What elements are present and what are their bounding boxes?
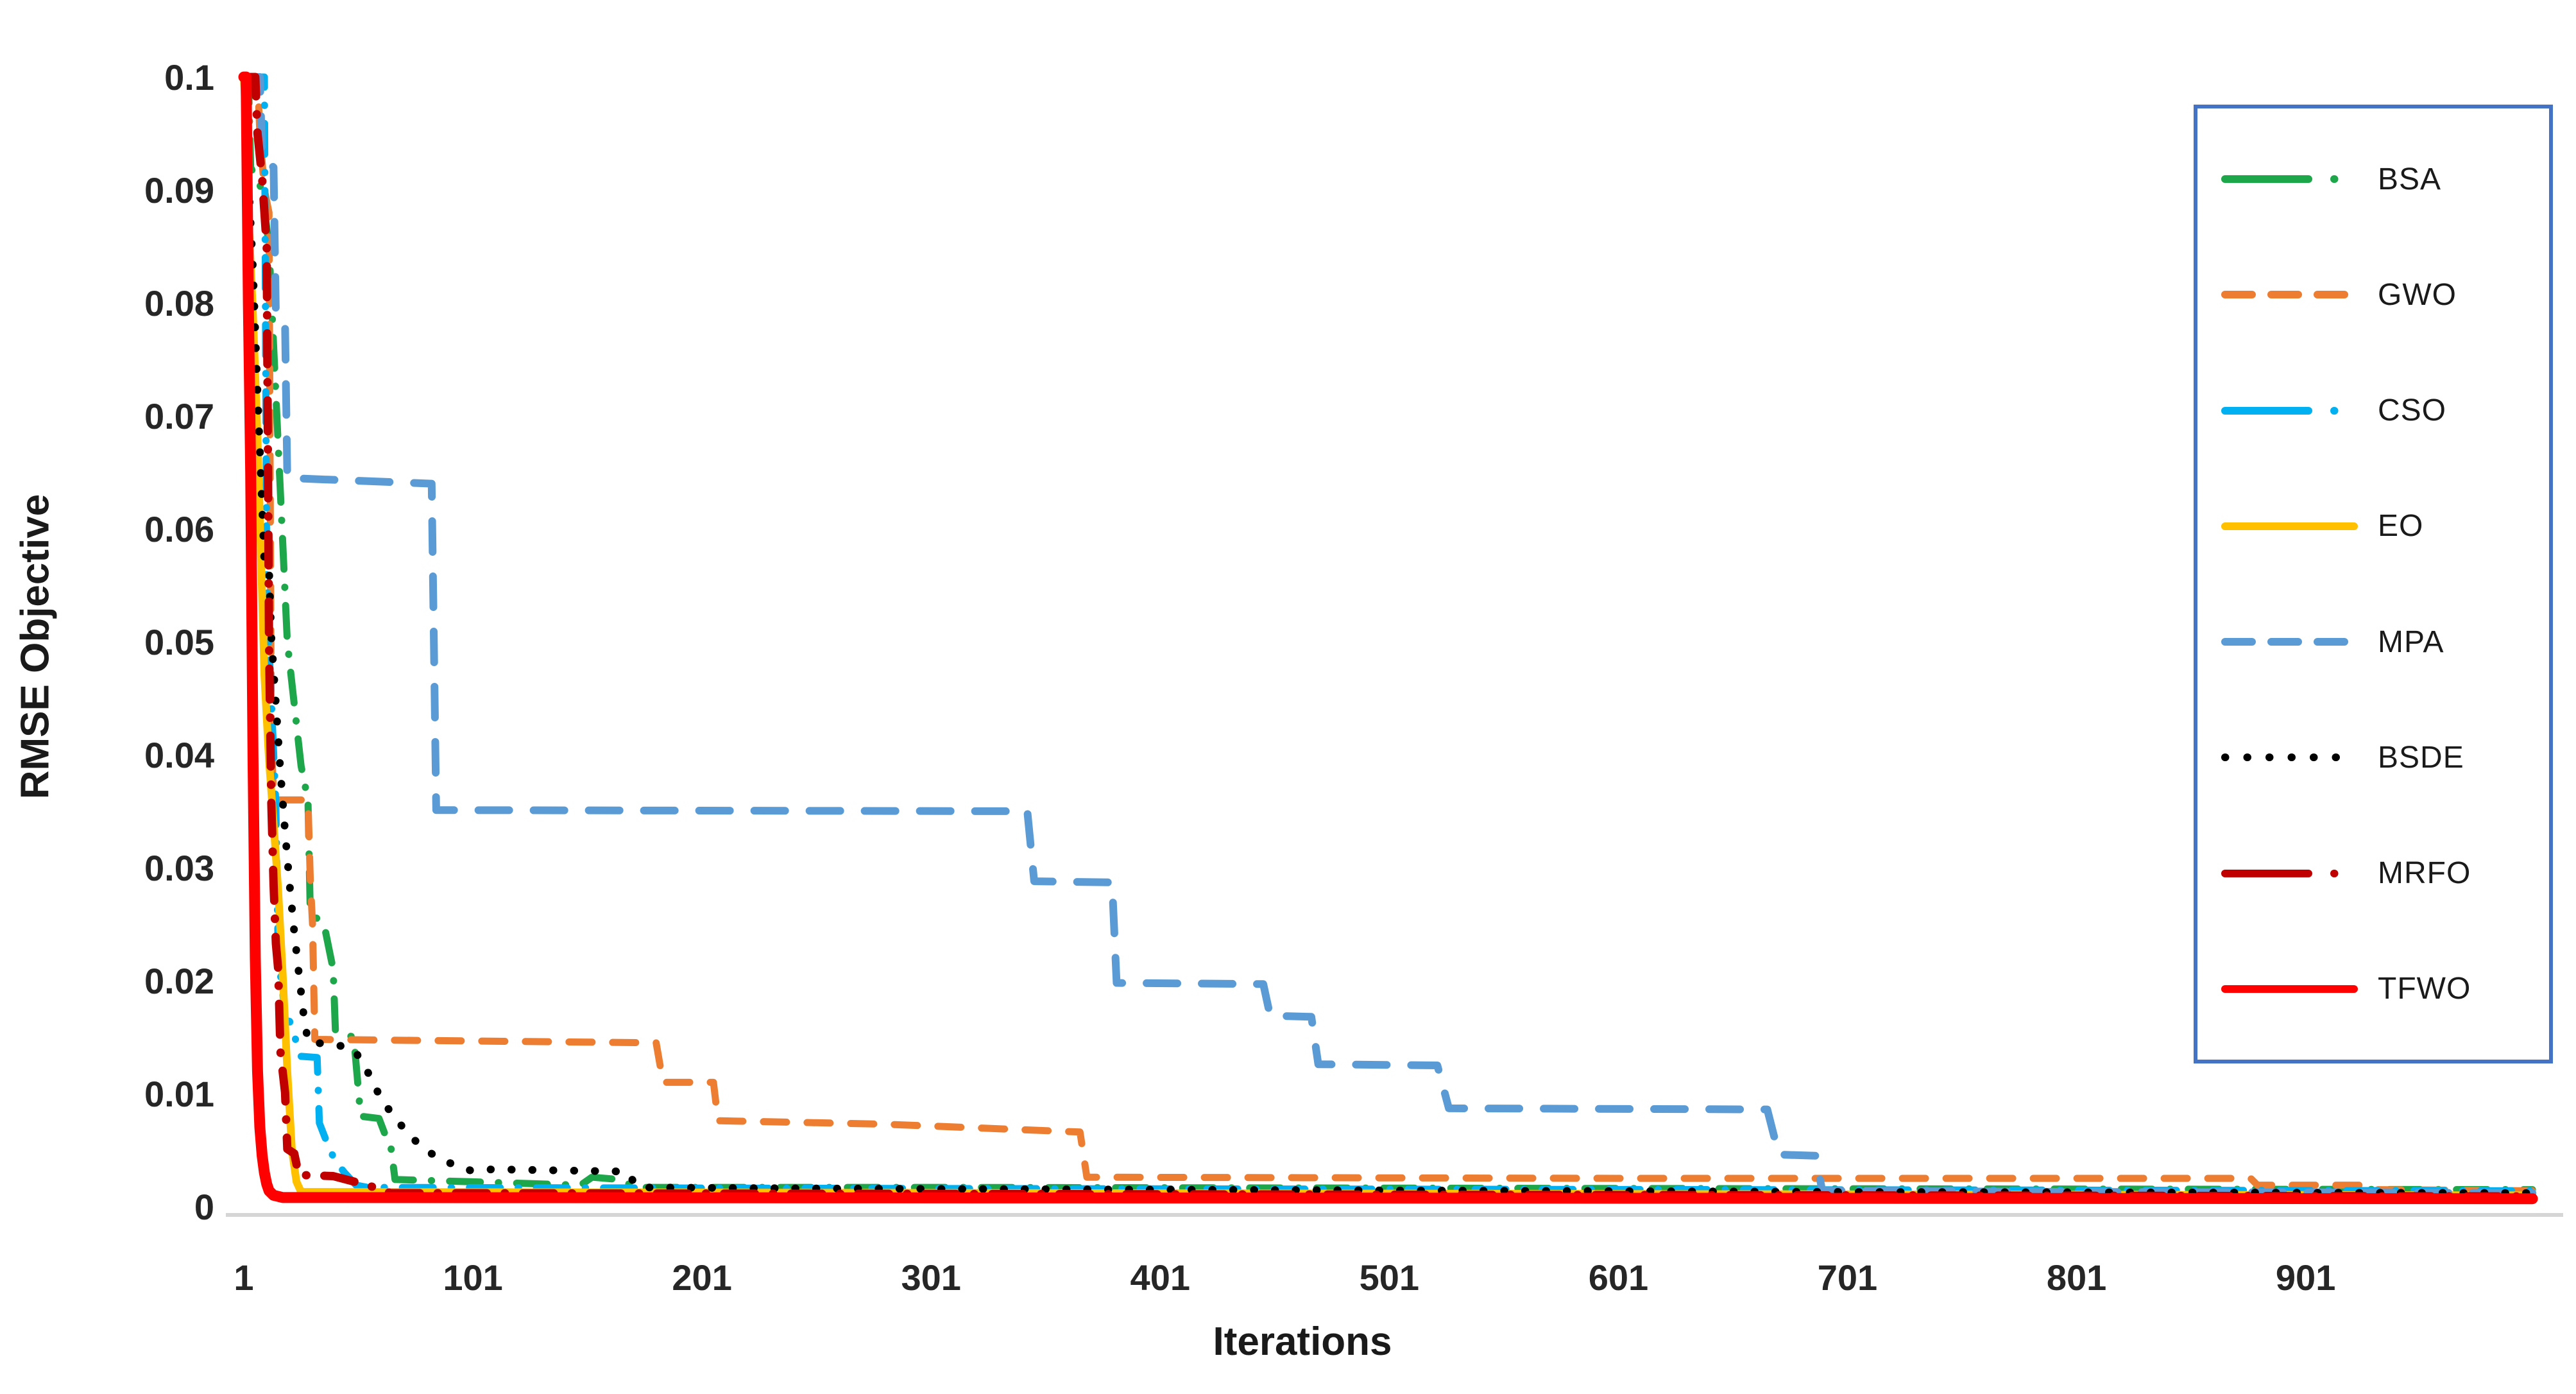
x-tick-label: 901	[2276, 1257, 2335, 1298]
y-axis-tick-labels: 0.1 0.09 0.08 0.07 0.06 0.05 0.04 0.03 0.02 0.01 0	[144, 57, 214, 1227]
series-line-cso	[240, 73, 2536, 1194]
series-line-bsde	[240, 73, 2537, 1197]
y-tick-label: 0.04	[144, 735, 214, 775]
legend-label: EO	[2378, 509, 2424, 544]
legend-label: BSA	[2378, 162, 2442, 196]
y-tick-label: 0	[194, 1187, 214, 1227]
series-line-mrfo	[239, 73, 2537, 1201]
legend-line-sample-cso	[2221, 406, 2358, 415]
x-tick-label: 801	[2047, 1257, 2106, 1298]
series-line-bsa	[240, 73, 2536, 1194]
legend-label: BSDE	[2378, 740, 2464, 775]
legend-item-cso: CSO	[2221, 393, 2549, 428]
legend-line-sample-eo	[2221, 522, 2358, 530]
x-tick-label: 101	[443, 1257, 502, 1298]
y-tick-label: 0.03	[144, 848, 214, 888]
x-axis-tick-labels: 1 101 201 301 401 501 601 701 801 901	[234, 1257, 2335, 1298]
x-tick-label: 501	[1360, 1257, 1419, 1298]
x-tick-label: 201	[672, 1257, 731, 1298]
y-tick-label: 0.05	[144, 622, 214, 662]
legend-item-bsa: BSA	[2221, 162, 2549, 197]
x-tick-label: 301	[901, 1257, 960, 1298]
y-tick-label: 0.07	[144, 396, 214, 436]
legend-item-bsde: BSDE	[2221, 740, 2549, 775]
y-tick-label: 0.1	[164, 57, 214, 98]
legend-line-sample-mrfo	[2221, 869, 2358, 877]
legend-label: MPA	[2378, 624, 2444, 659]
legend-item-gwo: GWO	[2221, 277, 2549, 313]
legend-item-mrfo: MRFO	[2221, 856, 2549, 891]
x-tick-label: 601	[1589, 1257, 1648, 1298]
legend-item-eo: EO	[2221, 508, 2549, 544]
x-tick-label: 701	[1818, 1257, 1877, 1298]
y-tick-label: 0.06	[144, 509, 214, 549]
y-tick-label: 0.02	[144, 961, 214, 1001]
x-tick-label: 1	[234, 1257, 253, 1298]
legend-label: TFWO	[2378, 972, 2471, 1006]
legend-label: MRFO	[2378, 856, 2471, 891]
legend-label: CSO	[2378, 393, 2447, 428]
legend-line-sample-mpa	[2221, 638, 2358, 646]
series-line-gwo	[240, 73, 2536, 1194]
series-line-tfwo	[238, 71, 2538, 1205]
y-axis-title: RMSE Objective	[13, 494, 58, 800]
series-line-mpa	[240, 73, 2537, 1197]
x-tick-label: 401	[1130, 1257, 1190, 1298]
legend-item-tfwo: TFWO	[2221, 971, 2549, 1006]
legend-line-sample-tfwo	[2221, 985, 2358, 993]
y-tick-label: 0.09	[144, 170, 214, 211]
legend-label: GWO	[2378, 277, 2457, 312]
legend-line-sample-bsde	[2221, 753, 2358, 762]
y-tick-label: 0.01	[144, 1074, 214, 1114]
series-line-eo	[240, 73, 2537, 1200]
legend-line-sample-bsa	[2221, 175, 2358, 184]
legend-item-mpa: MPA	[2221, 624, 2549, 660]
x-axis-title: Iterations	[1213, 1320, 1392, 1364]
legend-box: BSA GWO CSO EO MPA BSDE MRFO TFWO	[2194, 105, 2553, 1063]
y-tick-label: 0.08	[144, 283, 214, 323]
legend-line-sample-gwo	[2221, 291, 2358, 299]
